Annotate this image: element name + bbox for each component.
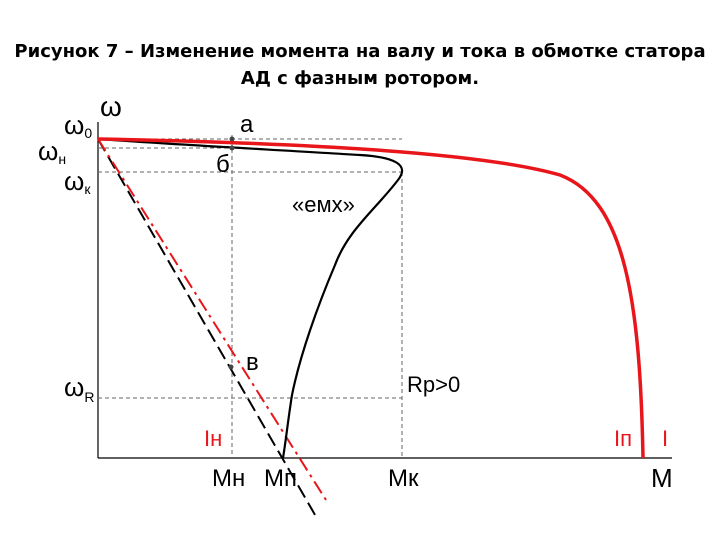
point-v-label: в (246, 349, 259, 376)
x-axis-label: M (651, 463, 673, 493)
caption-line-2: АД с фазным ротором. (240, 68, 480, 89)
y-tick-omega0: ω0 (64, 110, 92, 141)
point-b-label: б (216, 151, 230, 178)
x-tick-mk: Мк (388, 465, 419, 492)
emf-label: «емх» (292, 192, 355, 217)
i-n-label: Iн (204, 426, 222, 451)
y-tick-omega-n: ωн (38, 136, 66, 167)
i-p-label: Iп (614, 426, 632, 451)
y-tick-omega-k: ωк (64, 166, 91, 197)
current-curve (97, 137, 645, 459)
x-tick-mn: Мн (212, 465, 245, 492)
black-dashed-line (97, 138, 319, 521)
red-dashdot-line (97, 138, 327, 501)
point-v-marker (228, 364, 234, 370)
emf-curve (97, 137, 404, 459)
figure-caption: Рисунок 7 – Изменение момента на валу и … (0, 38, 720, 92)
caption-line-1: Рисунок 7 – Изменение момента на валу и … (14, 41, 706, 62)
guide-lines (98, 135, 403, 458)
i-label: I (662, 426, 668, 451)
rp-label: Rр>0 (407, 372, 460, 397)
point-b-marker (229, 145, 235, 151)
point-a-marker (229, 136, 235, 142)
y-tick-omega-r: ωR (64, 372, 94, 405)
point-a-label: а (240, 111, 254, 138)
x-tick-mp: Мп (264, 465, 297, 492)
y-axis-label: ω (100, 91, 122, 122)
